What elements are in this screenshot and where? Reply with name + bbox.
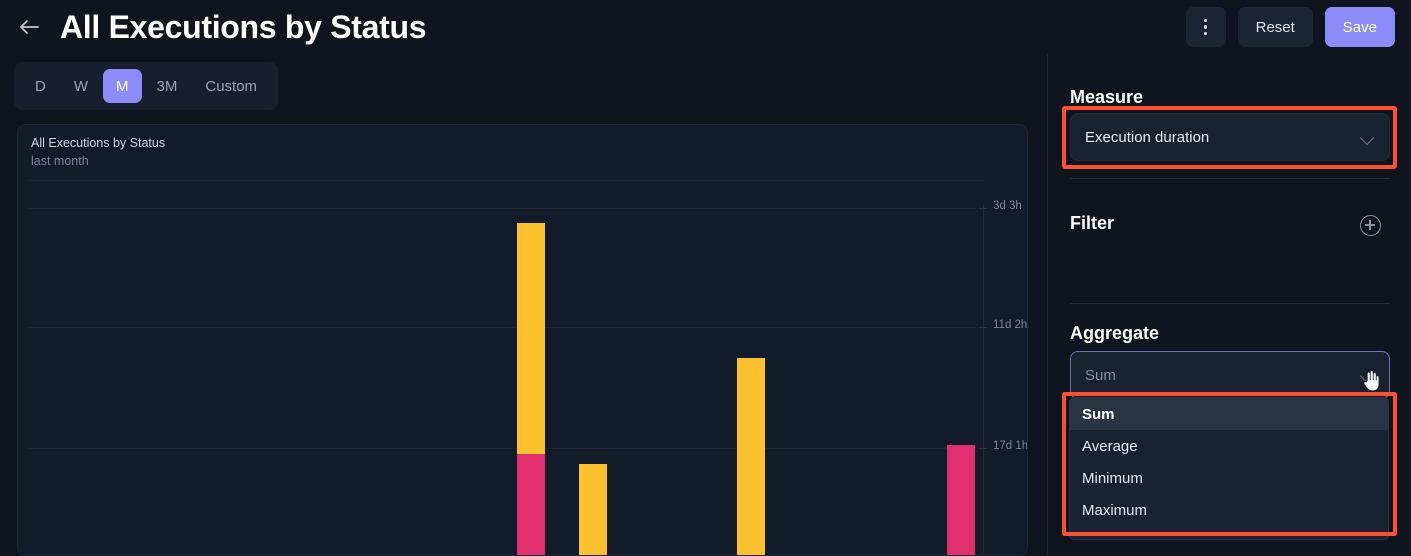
panel-divider-1	[1070, 178, 1390, 179]
save-button[interactable]: Save	[1324, 7, 1395, 47]
y-axis-tick-label: 11d 2h	[993, 319, 1028, 331]
chart-bar-segment[interactable]	[517, 454, 545, 555]
chart-gridline	[28, 208, 983, 209]
aggregate-label: Aggregate	[1070, 323, 1160, 343]
panel-divider-2	[1070, 303, 1390, 304]
measure-select[interactable]: Execution duration	[1070, 113, 1390, 161]
kebab-dots	[1203, 18, 1208, 36]
range-tab-custom[interactable]: Custom	[205, 77, 258, 95]
measure-select-value: Execution duration	[1085, 128, 1210, 146]
plus-circle-icon[interactable]	[1360, 215, 1381, 236]
page-header: All Executions by Status Reset Save	[0, 0, 1411, 54]
aggregate-select[interactable]: Sum	[1070, 351, 1390, 399]
aggregate-select-value: Sum	[1085, 366, 1116, 384]
chevron-down-icon	[1361, 133, 1375, 142]
chart-header: All Executions by Status last month	[31, 134, 165, 170]
y-axis-tick-label: 3d 3h	[993, 200, 1022, 212]
chevron-down-icon	[1361, 371, 1375, 380]
arrow-left-icon[interactable]	[14, 12, 44, 42]
chart-bar-segment[interactable]	[579, 464, 607, 555]
chart-gridline	[28, 448, 983, 449]
dropdown-option-minimum[interactable]: Minimum	[1082, 469, 1143, 487]
y-axis-tick-mark	[979, 327, 987, 328]
chart-bar-segment[interactable]	[737, 358, 765, 555]
range-tab-m[interactable]: M	[103, 69, 142, 103]
time-range-segmented-control: D W M 3M Custom	[14, 62, 279, 110]
chart-bar-segment[interactable]	[517, 223, 545, 454]
dropdown-option-average[interactable]: Average	[1082, 437, 1138, 455]
range-tab-3m[interactable]: 3M	[156, 77, 178, 95]
y-axis-tick-mark	[979, 448, 987, 449]
reset-button[interactable]: Reset	[1237, 7, 1313, 47]
kebab-menu-icon[interactable]	[1185, 7, 1226, 47]
chart-subtitle: last month	[31, 154, 89, 168]
chart-gridline	[28, 327, 983, 328]
page-title: All Executions by Status	[60, 8, 427, 45]
dropdown-option-maximum[interactable]: Maximum	[1082, 501, 1148, 519]
y-axis-tick-mark	[979, 208, 987, 209]
chart-card: All Executions by Status last month 3d 3…	[17, 124, 1028, 556]
chart-gridline	[28, 180, 983, 181]
range-tab-d[interactable]: D	[35, 77, 46, 95]
dropdown-option-sum[interactable]: Sum	[1070, 398, 1388, 430]
aggregate-dropdown-list[interactable]: Sum Average Minimum Maximum	[1069, 397, 1389, 540]
chart-toolbar: D W M 3M Custom Executions	[0, 62, 1047, 171]
chart-bar-segment[interactable]	[947, 445, 975, 555]
chart-title: All Executions by Status	[31, 136, 166, 150]
range-tab-w[interactable]: W	[73, 77, 89, 95]
y-axis-tick-label: 17d 1h	[993, 440, 1028, 452]
measure-label: Measure	[1070, 87, 1144, 107]
filter-label: Filter	[1070, 213, 1115, 233]
bar-chart-plot: 3d 3h 11d 2h 17d 1h	[18, 180, 1028, 555]
y-axis-line	[983, 205, 984, 555]
